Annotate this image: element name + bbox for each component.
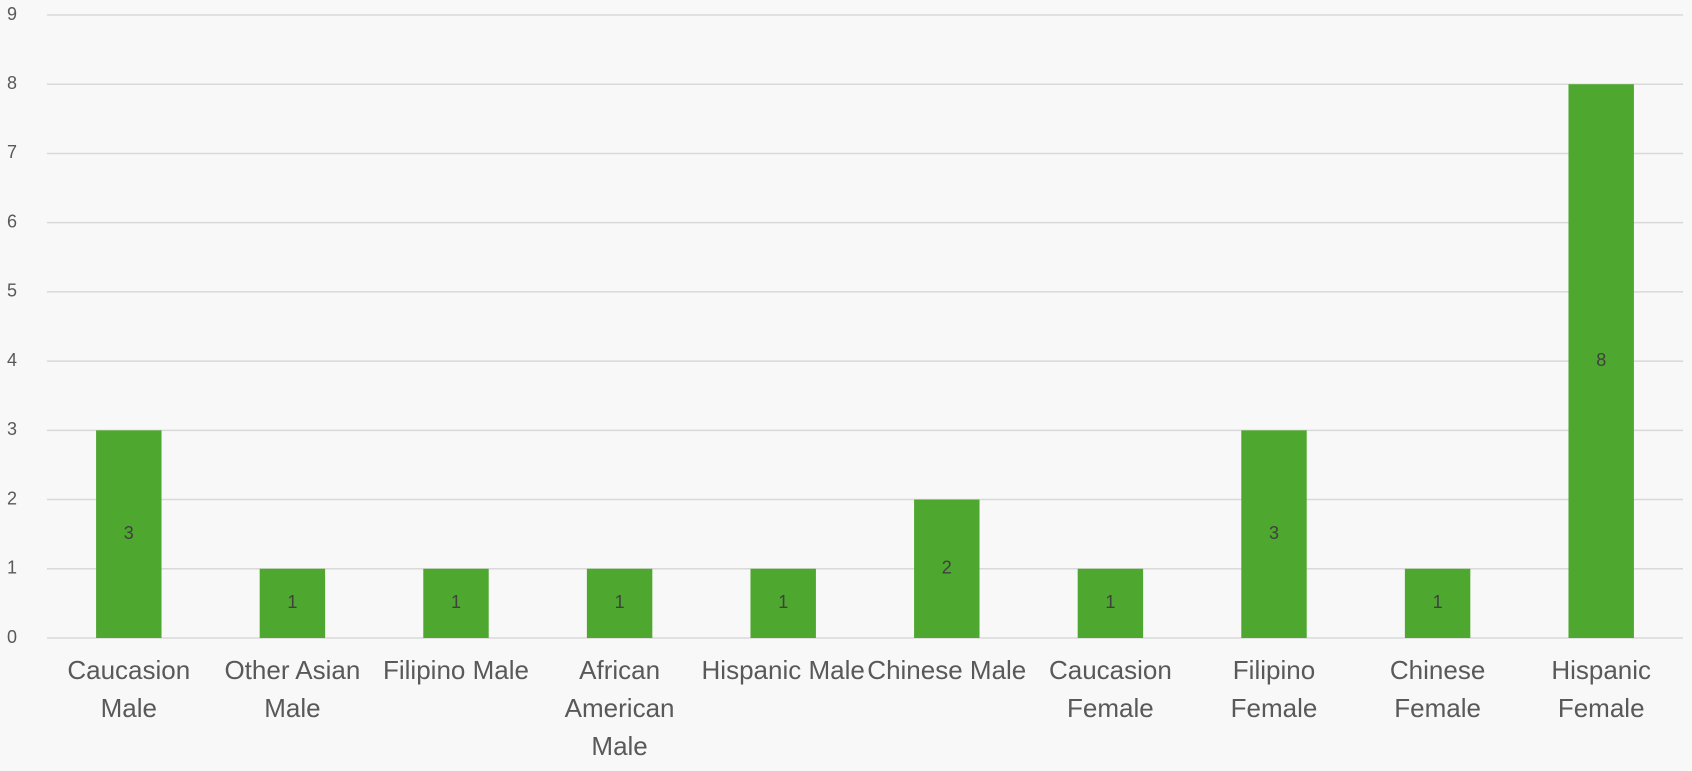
data-label: 3 [124,523,134,543]
x-tick-label: Chinese Female [1389,655,1486,723]
data-label: 1 [615,592,625,612]
data-label: 1 [778,592,788,612]
y-tick-label: 9 [7,4,17,24]
x-tick-label: Chinese Male [867,655,1027,685]
y-tick-label: 2 [7,488,17,508]
y-tick-label: 3 [7,419,17,439]
bar [1241,430,1307,638]
x-tick-label: African American Male [564,655,675,761]
bar [1077,568,1144,638]
bar [1568,84,1634,638]
bar [259,568,326,638]
y-tick-label: 4 [7,350,17,370]
x-tick-label: Caucasion Male [67,655,191,723]
x-tick-label: Hispanic Female [1551,655,1652,723]
data-label: 3 [1269,523,1279,543]
y-tick-label: 8 [7,73,17,93]
data-label: 2 [942,558,952,578]
x-tick-label: Other Asian Male [224,655,361,723]
y-tick-label: 7 [7,142,17,162]
y-tick-label: 1 [7,558,17,578]
x-tick-label: Filipino Female [1230,655,1318,723]
bar [96,430,162,638]
bar [914,499,980,638]
y-tick-label: 0 [7,627,17,647]
bar [1404,568,1471,638]
data-label: 1 [1105,592,1115,612]
y-tick-label: 5 [7,281,17,301]
y-tick-label: 6 [7,211,17,231]
x-tick-label: Filipino Male [383,655,529,685]
x-tick-label: Caucasion Female [1048,655,1172,723]
bar [586,568,653,638]
x-tick-label: Hispanic Male [701,655,865,685]
data-label: 8 [1596,350,1606,370]
bar [750,568,816,638]
bar [423,568,489,638]
data-label: 1 [287,592,297,612]
data-label: 1 [451,592,461,612]
data-label: 1 [1433,592,1443,612]
